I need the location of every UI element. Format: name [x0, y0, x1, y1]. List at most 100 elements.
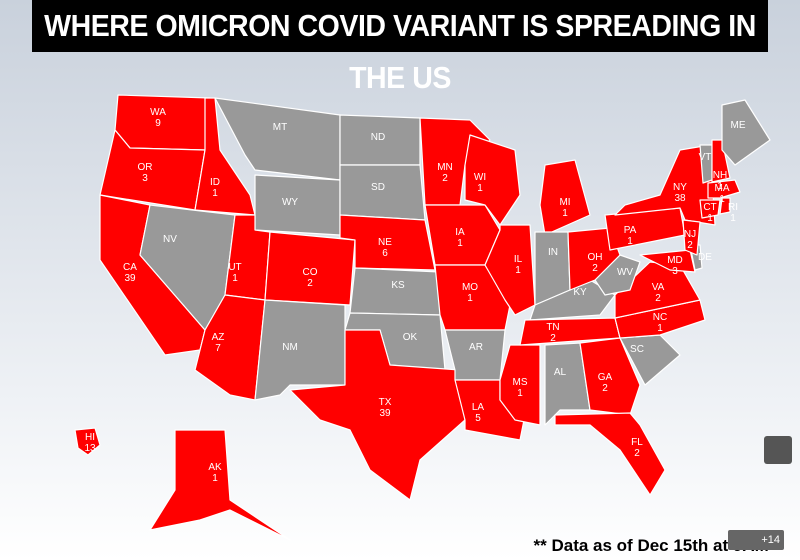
state-abbr: VT: [699, 152, 712, 163]
state: [719, 197, 731, 215]
state-cases: 1: [517, 388, 523, 399]
state: [639, 249, 696, 273]
state-abbr: MD: [667, 255, 683, 266]
state: [699, 199, 721, 219]
state-abbr: FL: [631, 437, 643, 448]
state-cases: 2: [655, 293, 661, 304]
state-abbr: MI: [559, 197, 570, 208]
share-button[interactable]: [764, 436, 792, 464]
state-cases: 1: [467, 293, 473, 304]
state-abbr: AR: [469, 342, 483, 353]
state-abbr: AZ: [212, 332, 225, 343]
state-cases: 2: [592, 263, 598, 274]
state-cases: 38: [674, 193, 686, 204]
state-cases: 1: [562, 208, 568, 219]
state-abbr: MS: [513, 377, 528, 388]
state: [567, 227, 621, 291]
state: [349, 267, 441, 316]
state-abbr: CO: [303, 267, 318, 278]
state-abbr: AK: [208, 462, 222, 473]
state-abbr: NM: [282, 342, 298, 353]
photo-count[interactable]: +14: [728, 530, 784, 550]
state-abbr: MT: [273, 122, 287, 133]
state: [114, 94, 211, 151]
state-cases: 3: [142, 173, 148, 184]
state-abbr: PA: [624, 225, 637, 236]
state-abbr: ID: [210, 177, 220, 188]
state-cases: 1: [515, 265, 521, 276]
state-abbr: OH: [588, 252, 603, 263]
state-abbr: DE: [698, 252, 712, 263]
state: [579, 337, 641, 416]
state-abbr: WA: [150, 107, 166, 118]
state-cases: 1: [730, 213, 736, 224]
state-cases: 2: [550, 333, 556, 344]
state-abbr: OK: [403, 332, 418, 343]
state: [194, 97, 256, 216]
state-abbr: NC: [653, 312, 667, 323]
state-cases: 5: [475, 413, 481, 424]
state-cases: 2: [687, 240, 693, 251]
state-cases: 2: [307, 278, 313, 289]
state: [614, 144, 716, 226]
state-abbr: IN: [548, 247, 558, 258]
state-cases: 1: [212, 188, 218, 199]
state-cases: 1: [212, 473, 218, 484]
state: [721, 99, 771, 166]
state: [254, 299, 346, 401]
state: [484, 224, 536, 316]
state-abbr: TN: [546, 322, 559, 333]
state-abbr: TX: [379, 397, 392, 408]
state: [194, 294, 266, 401]
state-abbr: CA: [123, 262, 137, 273]
state: [539, 159, 591, 236]
state-cases: 9: [155, 118, 161, 129]
state-cases: 2: [602, 383, 608, 394]
footnote: ** Data as of Dec 15th at 9AM**: [533, 536, 782, 555]
state-cases: 39: [379, 408, 391, 419]
state: [711, 139, 731, 183]
state: [464, 134, 521, 226]
state-abbr: VA: [652, 282, 665, 293]
state-abbr: ND: [371, 132, 385, 143]
state-abbr: NE: [378, 237, 392, 248]
state: [554, 412, 666, 496]
state-abbr: IL: [514, 254, 523, 265]
state-abbr: WI: [474, 172, 486, 183]
state-abbr: IA: [455, 227, 465, 238]
state: [544, 342, 591, 426]
state-abbr: OR: [138, 162, 153, 173]
state-abbr: CT: [703, 202, 716, 213]
state-cases: 3: [672, 266, 678, 277]
state-abbr: AL: [554, 367, 567, 378]
state-cases: 1: [457, 238, 463, 249]
state-abbr: NV: [163, 234, 177, 245]
state: [682, 219, 701, 256]
state-cases: 7: [215, 343, 221, 354]
state-cases: 1: [627, 236, 633, 247]
state-abbr: SC: [630, 344, 644, 355]
state-abbr: ME: [731, 120, 746, 131]
state-abbr: KY: [573, 287, 587, 298]
state-cases: 1: [719, 194, 725, 205]
state: [264, 231, 356, 306]
state: [289, 329, 466, 501]
state-abbr: MA: [715, 183, 730, 194]
title: WHERE OMICRON COVID VARIANT IS SPREADING…: [32, 0, 768, 95]
state-cases: 1: [717, 181, 723, 192]
state: [499, 344, 541, 426]
state-cases: 2: [442, 173, 448, 184]
state-cases: 1: [477, 183, 483, 194]
state-cases: 6: [382, 248, 388, 259]
state-abbr: HI: [85, 432, 95, 443]
state-abbr: NH: [713, 170, 727, 181]
state-abbr: MO: [462, 282, 478, 293]
state-abbr: SD: [371, 182, 385, 193]
state-cases: 39: [124, 273, 136, 284]
state-abbr: UT: [228, 262, 241, 273]
state-abbr: KS: [391, 280, 405, 291]
state-abbr: NJ: [684, 229, 696, 240]
state-cases: 13: [84, 443, 96, 454]
